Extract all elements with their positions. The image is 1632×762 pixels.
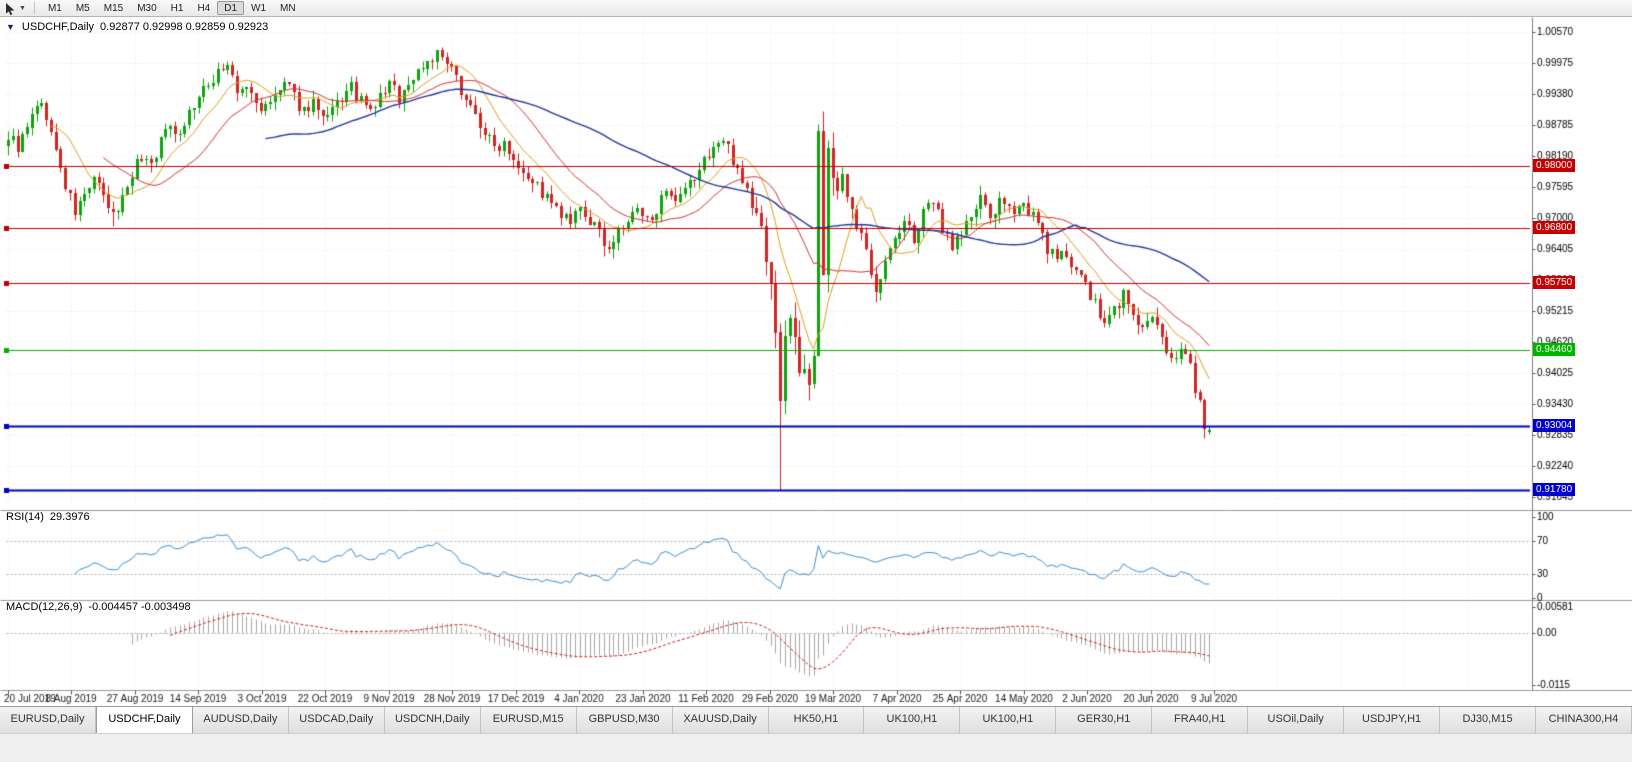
timeframe-m5[interactable]: M5 bbox=[75, 3, 90, 14]
tab-gbpusd-m30[interactable]: GBPUSD,M30 bbox=[576, 707, 673, 733]
timeframe-h1[interactable]: H1 bbox=[170, 3, 184, 14]
tab-xauusd-daily[interactable]: XAUUSD,Daily bbox=[672, 707, 769, 733]
macd-header[interactable]: MACD(12,26,9) -0.004457 -0.003498 bbox=[6, 601, 191, 613]
timeframe-w1[interactable]: W1 bbox=[251, 3, 267, 14]
tab-china300-h4[interactable]: CHINA300,H4 bbox=[1536, 707, 1632, 733]
toolbar-separator bbox=[33, 2, 35, 14]
tab-uk100-h1-2[interactable]: UK100,H1 bbox=[960, 707, 1057, 733]
rsi-name: RSI(14) bbox=[6, 511, 44, 523]
timeframe-m15[interactable]: M15 bbox=[103, 3, 124, 14]
rsi-value: 29.3976 bbox=[49, 511, 90, 523]
bottom-spacer bbox=[0, 733, 1632, 762]
dropdown-caret-icon[interactable]: ▼ bbox=[19, 4, 26, 12]
timeframe-h4[interactable]: H4 bbox=[197, 3, 211, 14]
tab-eurusd-m15[interactable]: EURUSD,M15 bbox=[480, 707, 577, 733]
tab-hk50-h1[interactable]: HK50,H1 bbox=[768, 707, 865, 733]
tab-usdcnh-daily[interactable]: USDCNH,Daily bbox=[384, 707, 481, 733]
macd-values: -0.004457 -0.003498 bbox=[88, 601, 191, 613]
timeframe-d1[interactable]: D1 bbox=[217, 1, 245, 15]
tab-usoil-daily[interactable]: USOil,Daily bbox=[1248, 707, 1345, 733]
tab-audusd-daily[interactable]: AUDUSD,Daily bbox=[192, 707, 289, 733]
timeframe-mn[interactable]: MN bbox=[280, 3, 296, 14]
window-menu-icon[interactable]: ▼ bbox=[6, 22, 15, 32]
timeframe-buttons: M1 M5 M15 M30 H1 H4 D1 W1 MN bbox=[41, 1, 303, 15]
tab-usdjpy-h1[interactable]: USDJPY,H1 bbox=[1344, 707, 1441, 733]
cursor-pointer-icon[interactable] bbox=[4, 2, 17, 16]
ohlc-values: 0.92877 0.92998 0.92859 0.92923 bbox=[100, 21, 269, 33]
tab-ger30-h1[interactable]: GER30,H1 bbox=[1056, 707, 1153, 733]
tab-eurusd-daily[interactable]: EURUSD,Daily bbox=[0, 707, 96, 733]
chart-tabs: EURUSD,Daily USDCHF,Daily AUDUSD,Daily USDC… bbox=[0, 706, 1632, 733]
tab-uk100-h1[interactable]: UK100,H1 bbox=[864, 707, 961, 733]
rsi-header[interactable]: RSI(14) 29.3976 bbox=[6, 511, 90, 523]
symbol-timeframe-label: USDCHF,Daily bbox=[21, 21, 95, 33]
tab-usdchf-daily[interactable]: USDCHF,Daily bbox=[95, 707, 193, 733]
chart-title: ▼ USDCHF,Daily 0.92877 0.92998 0.92859 0… bbox=[6, 21, 268, 33]
tab-usdcad-daily[interactable]: USDCAD,Daily bbox=[288, 707, 385, 733]
macd-name: MACD(12,26,9) bbox=[6, 601, 83, 613]
tab-fra40-h1[interactable]: FRA40,H1 bbox=[1152, 707, 1249, 733]
timeframe-m30[interactable]: M30 bbox=[137, 3, 157, 14]
timeframe-m1[interactable]: M1 bbox=[47, 3, 62, 14]
toolbar: ▼ M1 M5 M15 M30 H1 H4 D1 W1 MN bbox=[0, 0, 1632, 17]
tab-dj30-m15[interactable]: DJ30,M15 bbox=[1440, 707, 1536, 733]
